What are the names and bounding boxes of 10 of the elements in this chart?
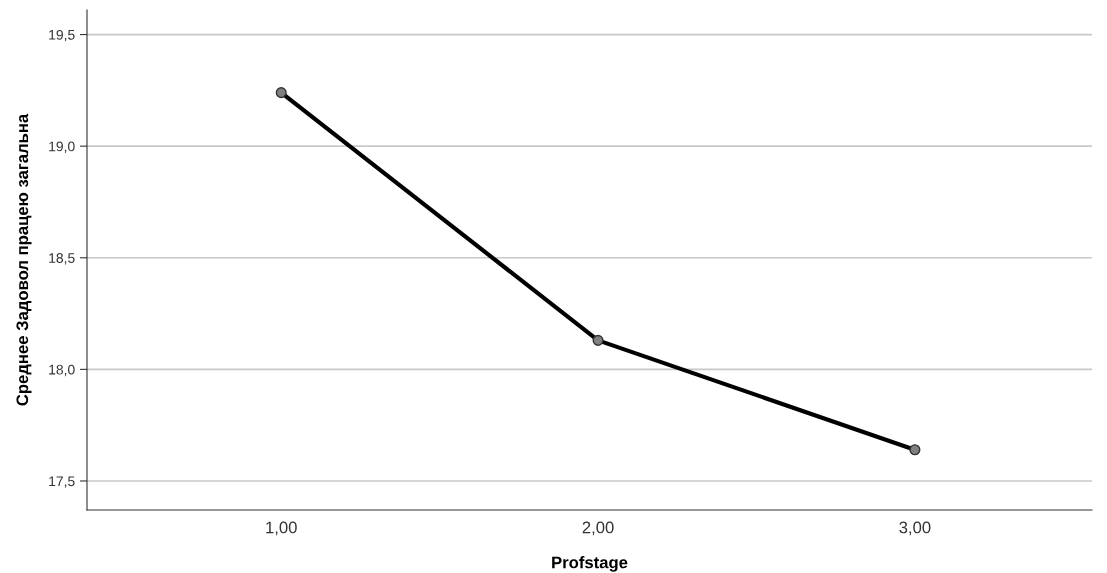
y-tick-label: 17,5 [49,476,75,488]
y-axis-title: Среднее Задовол працею загальна [16,113,32,406]
y-tick-label: 18,5 [49,253,75,265]
y-tick-label: 19,5 [49,29,75,42]
y-tick-label: 18,0 [49,364,75,377]
y-tick-label: 19,0 [49,141,75,153]
x-axis-title: Profstage [552,556,628,572]
x-tick-label: 2,00 [582,521,614,536]
x-tick-label: 3,00 [899,521,931,536]
x-tick-label: 1,00 [266,521,297,536]
